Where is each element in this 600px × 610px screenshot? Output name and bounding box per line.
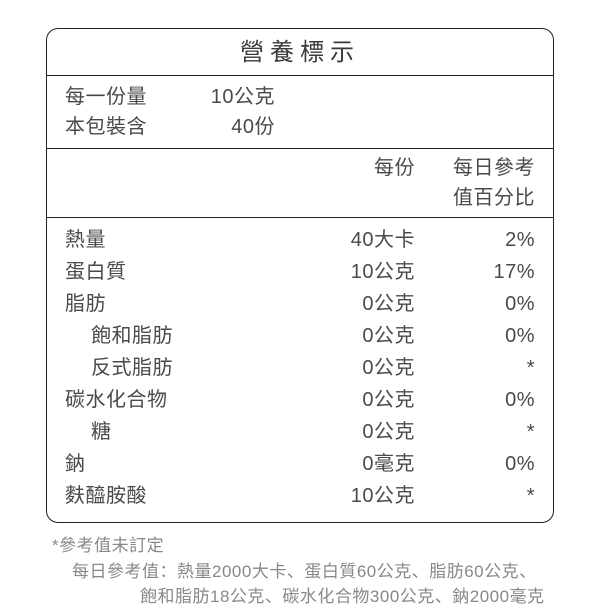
col-daily-value-line2: 值百分比 [453, 187, 535, 209]
nutrient-name: 鈉 [65, 449, 285, 479]
serving-size-label: 每一份量 [65, 82, 175, 112]
nutrient-daily-value: 0% [415, 321, 535, 351]
footnote-line-3: 飽和脂肪18公克、碳水化合物300公克、鈉2000毫克 [52, 584, 548, 610]
nutrient-name: 飽和脂肪 [65, 321, 285, 351]
nutrient-per-serving: 0公克 [285, 417, 415, 447]
nutrient-name: 熱量 [65, 225, 285, 255]
nutrient-row: 熱量40大卡2% [65, 224, 535, 256]
nutrient-per-serving: 10公克 [285, 481, 415, 511]
nutrient-per-serving: 0公克 [285, 353, 415, 383]
nutrient-daily-value: 2% [415, 225, 535, 255]
serving-size-value: 10公克 [175, 82, 275, 112]
nutrition-panel: 營養標示 每一份量 10公克 本包裝含 40份 每份 每日參考 值百分比 熱量4… [46, 28, 554, 523]
nutrient-name: 麩醯胺酸 [65, 481, 285, 511]
nutrient-name: 蛋白質 [65, 257, 285, 287]
footnote-line-1: *參考值未訂定 [52, 533, 548, 559]
nutrient-daily-value: 17% [415, 257, 535, 287]
nutrient-per-serving: 0公克 [285, 385, 415, 415]
footnotes: *參考值未訂定 每日參考值：熱量2000大卡、蛋白質60公克、脂肪60公克、 飽… [46, 533, 554, 610]
nutrient-per-serving: 0公克 [285, 321, 415, 351]
nutrient-name: 糖 [65, 417, 285, 447]
nutrient-name: 碳水化合物 [65, 385, 285, 415]
nutrient-row: 糖0公克* [65, 416, 535, 448]
nutrient-row: 碳水化合物0公克0% [65, 384, 535, 416]
col-daily-value: 每日參考 值百分比 [415, 153, 535, 213]
nutrient-per-serving: 10公克 [285, 257, 415, 287]
nutrient-name: 反式脂肪 [65, 353, 285, 383]
nutrient-row: 飽和脂肪0公克0% [65, 320, 535, 352]
nutrient-per-serving: 40大卡 [285, 225, 415, 255]
nutrient-per-serving: 0公克 [285, 289, 415, 319]
nutrient-per-serving: 0毫克 [285, 449, 415, 479]
nutrient-daily-value: 0% [415, 449, 535, 479]
servings-per-value: 40份 [175, 112, 275, 142]
servings-per-label: 本包裝含 [65, 112, 175, 142]
nutrient-row: 反式脂肪0公克* [65, 352, 535, 384]
panel-title: 營養標示 [47, 29, 553, 76]
col-daily-value-line1: 每日參考 [453, 157, 535, 179]
nutrient-daily-value: 0% [415, 385, 535, 415]
nutrient-daily-value: * [415, 481, 535, 511]
nutrient-row: 脂肪0公克0% [65, 288, 535, 320]
serving-block: 每一份量 10公克 本包裝含 40份 [47, 76, 553, 149]
nutrient-daily-value: * [415, 353, 535, 383]
nutrients-list: 熱量40大卡2%蛋白質10公克17%脂肪0公克0%飽和脂肪0公克0%反式脂肪0公… [47, 218, 553, 522]
col-per-serving: 每份 [285, 153, 415, 213]
nutrient-daily-value: 0% [415, 289, 535, 319]
nutrient-row: 鈉0毫克0% [65, 448, 535, 480]
nutrient-row: 麩醯胺酸10公克* [65, 480, 535, 512]
nutrient-row: 蛋白質10公克17% [65, 256, 535, 288]
nutrient-name: 脂肪 [65, 289, 285, 319]
footnote-line-2: 每日參考值：熱量2000大卡、蛋白質60公克、脂肪60公克、 [52, 559, 548, 585]
nutrient-daily-value: * [415, 417, 535, 447]
column-header-row: 每份 每日參考 值百分比 [47, 149, 553, 218]
